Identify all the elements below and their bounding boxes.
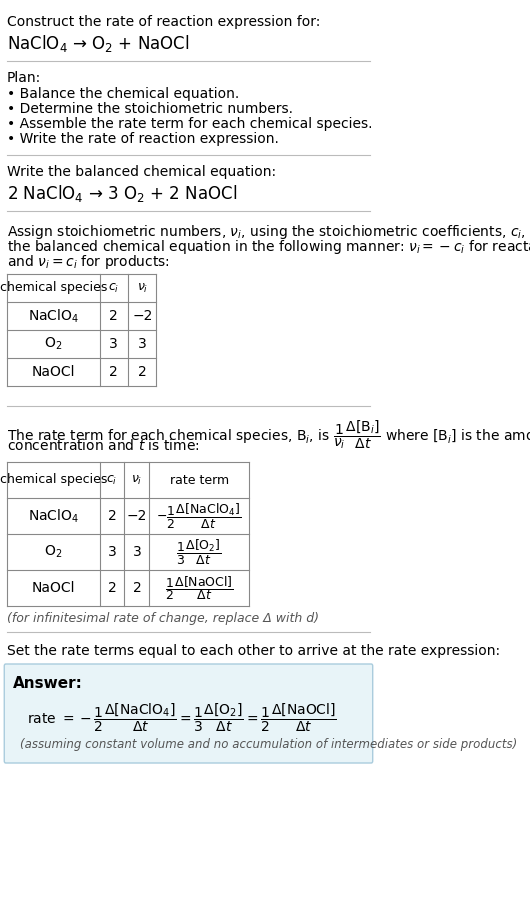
Text: $\dfrac{1}{3}\dfrac{\Delta[\mathrm{O_2}]}{\Delta t}$: $\dfrac{1}{3}\dfrac{\Delta[\mathrm{O_2}]… (176, 538, 222, 567)
Text: NaClO$_4$ → O$_2$ + NaOCl: NaClO$_4$ → O$_2$ + NaOCl (7, 33, 190, 54)
Text: 2: 2 (138, 365, 147, 379)
Text: chemical species: chemical species (0, 473, 107, 487)
Text: 3: 3 (109, 337, 118, 351)
Text: rate $= -\dfrac{1}{2}\dfrac{\Delta[\mathrm{NaClO_4}]}{\Delta t} = \dfrac{1}{3}\d: rate $= -\dfrac{1}{2}\dfrac{\Delta[\math… (27, 702, 337, 734)
Text: and $\nu_i = c_i$ for products:: and $\nu_i = c_i$ for products: (7, 253, 170, 271)
Text: $-\dfrac{1}{2}\dfrac{\Delta[\mathrm{NaClO_4}]}{\Delta t}$: $-\dfrac{1}{2}\dfrac{\Delta[\mathrm{NaCl… (156, 501, 242, 531)
Text: • Assemble the rate term for each chemical species.: • Assemble the rate term for each chemic… (7, 117, 373, 131)
Text: 2: 2 (132, 581, 142, 595)
Text: −2: −2 (132, 309, 153, 323)
Text: the balanced chemical equation in the following manner: $\nu_i = -c_i$ for react: the balanced chemical equation in the fo… (7, 238, 530, 256)
Text: • Balance the chemical equation.: • Balance the chemical equation. (7, 87, 240, 101)
Text: Set the rate terms equal to each other to arrive at the rate expression:: Set the rate terms equal to each other t… (7, 644, 500, 658)
Text: 3: 3 (132, 545, 142, 559)
Text: $\dfrac{1}{2}\dfrac{\Delta[\mathrm{NaOCl}]}{\Delta t}$: $\dfrac{1}{2}\dfrac{\Delta[\mathrm{NaOCl… (165, 574, 234, 602)
Text: (assuming constant volume and no accumulation of intermediates or side products): (assuming constant volume and no accumul… (20, 738, 517, 751)
Text: (for infinitesimal rate of change, replace Δ with d): (for infinitesimal rate of change, repla… (7, 612, 319, 625)
Text: 3: 3 (138, 337, 147, 351)
Text: 2: 2 (108, 581, 117, 595)
Text: • Write the rate of reaction expression.: • Write the rate of reaction expression. (7, 132, 279, 146)
Text: concentration and $t$ is time:: concentration and $t$ is time: (7, 438, 200, 453)
Text: $c_i$: $c_i$ (108, 281, 119, 295)
FancyBboxPatch shape (4, 664, 373, 763)
Text: 3: 3 (108, 545, 117, 559)
Text: $\nu_i$: $\nu_i$ (137, 281, 148, 295)
Text: O$_2$: O$_2$ (44, 544, 63, 561)
Text: 2: 2 (108, 509, 117, 523)
Text: $\nu_i$: $\nu_i$ (131, 473, 143, 487)
Text: 2: 2 (109, 365, 118, 379)
Text: chemical species: chemical species (0, 281, 107, 295)
Text: Answer:: Answer: (13, 676, 83, 691)
Text: 2 NaClO$_4$ → 3 O$_2$ + 2 NaOCl: 2 NaClO$_4$ → 3 O$_2$ + 2 NaOCl (7, 183, 237, 204)
Text: NaOCl: NaOCl (32, 581, 75, 595)
Text: −2: −2 (127, 509, 147, 523)
Text: Construct the rate of reaction expression for:: Construct the rate of reaction expressio… (7, 15, 321, 29)
Text: The rate term for each chemical species, B$_i$, is $\dfrac{1}{\nu_i}\dfrac{\Delt: The rate term for each chemical species,… (7, 418, 530, 450)
Text: NaClO$_4$: NaClO$_4$ (28, 308, 79, 325)
Text: • Determine the stoichiometric numbers.: • Determine the stoichiometric numbers. (7, 102, 293, 116)
Text: Assign stoichiometric numbers, $\nu_i$, using the stoichiometric coefficients, $: Assign stoichiometric numbers, $\nu_i$, … (7, 223, 530, 241)
Text: 2: 2 (109, 309, 118, 323)
Text: rate term: rate term (170, 473, 229, 487)
Text: NaOCl: NaOCl (32, 365, 75, 379)
Text: NaClO$_4$: NaClO$_4$ (28, 507, 79, 525)
Text: Plan:: Plan: (7, 71, 41, 85)
Text: $c_i$: $c_i$ (107, 473, 118, 487)
Text: Write the balanced chemical equation:: Write the balanced chemical equation: (7, 165, 276, 179)
Text: O$_2$: O$_2$ (44, 336, 63, 352)
